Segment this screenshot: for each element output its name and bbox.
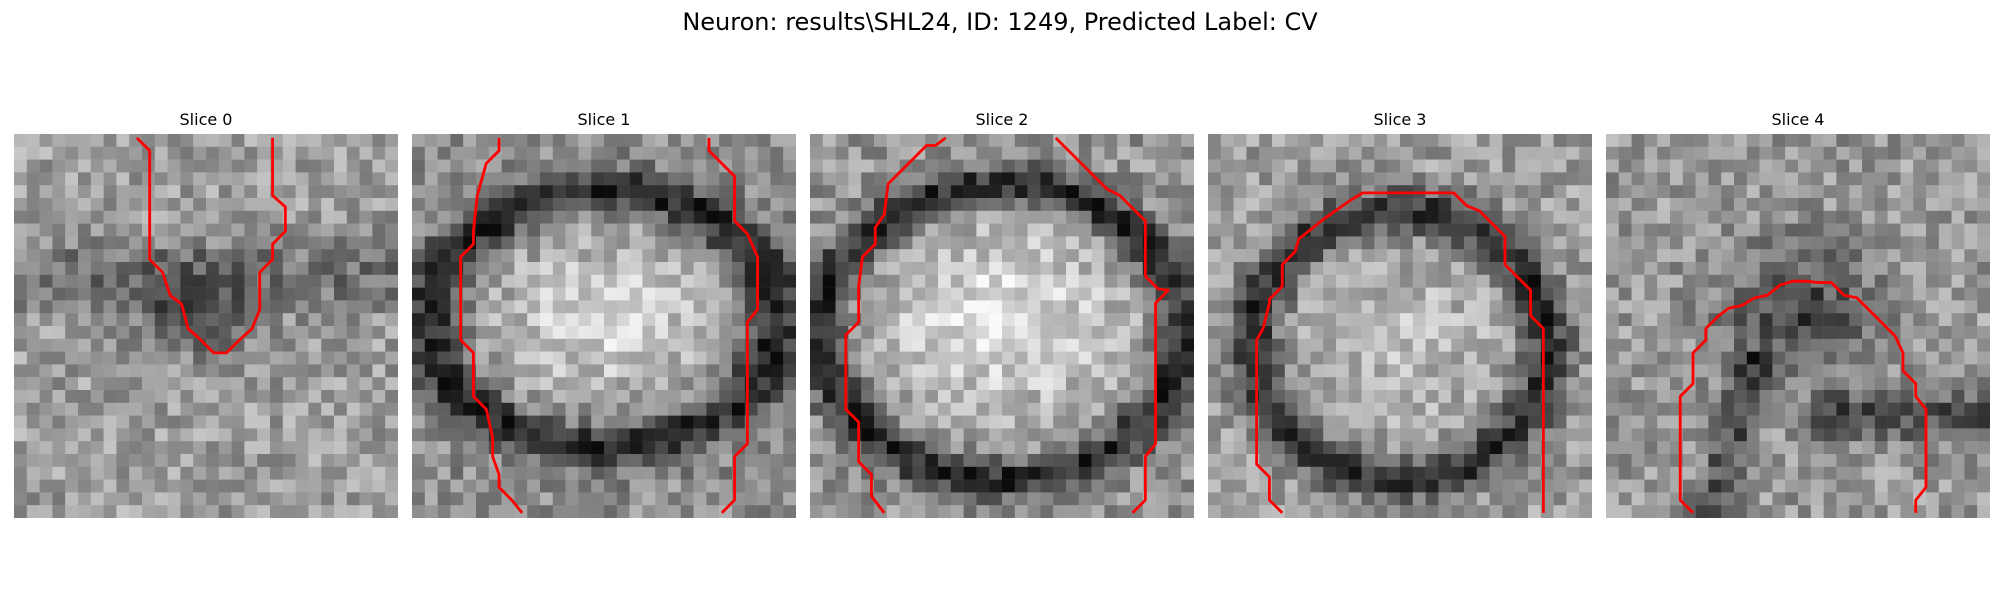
slice-panel-3: Slice 3 [1208, 108, 1592, 520]
slice-panel-4: Slice 4 [1606, 108, 1990, 520]
slice-title-4: Slice 4 [1606, 108, 1990, 132]
slice-title-3: Slice 3 [1208, 108, 1592, 132]
slice-panel-1: Slice 1 [412, 108, 796, 520]
slice-image-2 [810, 134, 1194, 518]
slice-title-2: Slice 2 [810, 108, 1194, 132]
slice-title-1: Slice 1 [412, 108, 796, 132]
slice-image-1 [412, 134, 796, 518]
slice-image-3 [1208, 134, 1592, 518]
slice-panel-0: Slice 0 [14, 108, 398, 520]
figure-title: Neuron: results\SHL24, ID: 1249, Predict… [0, 4, 2000, 40]
slice-panel-2: Slice 2 [810, 108, 1194, 520]
slice-title-0: Slice 0 [14, 108, 398, 132]
slice-image-4 [1606, 134, 1990, 518]
slice-image-0 [14, 134, 398, 518]
